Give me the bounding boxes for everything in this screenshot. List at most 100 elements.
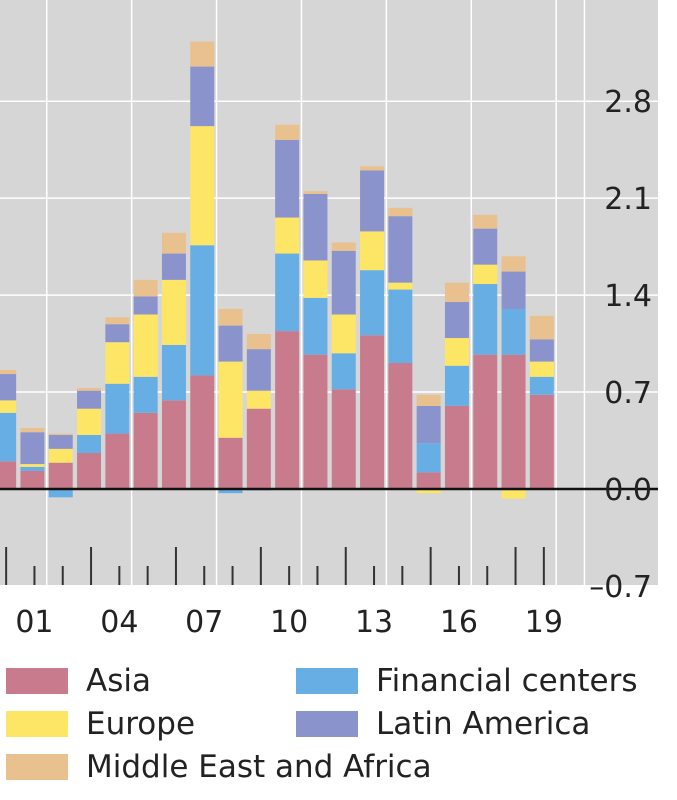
bar-segment-financial-centers-2017: [473, 284, 498, 355]
bar-segment-middle-east-and-africa-2005: [133, 279, 158, 297]
bar-segment-financial-centers-2013: [360, 270, 385, 336]
x-axis-ticks: [5, 547, 545, 585]
bar-segment-asia-2004: [105, 433, 130, 489]
bar-segment-middle-east-and-africa-2011: [303, 191, 328, 194]
bar-segment-latin-america-2017: [473, 228, 498, 265]
legend-swatch-asia: [6, 668, 68, 694]
bar-segment-middle-east-and-africa-2018: [501, 256, 526, 272]
bar-segment-europe-2002: [48, 448, 73, 463]
bar-segment-financial-centers-2019: [529, 376, 554, 395]
bar-segment-middle-east-and-africa-2001: [20, 428, 45, 433]
bar-segment-europe-2017: [473, 264, 498, 285]
bar-segment-middle-east-and-africa-2015: [416, 394, 441, 406]
x-tick-label: 19: [525, 605, 563, 640]
bar-segment-middle-east-and-africa-2007: [190, 41, 215, 67]
bar-segment-middle-east-and-africa-2016: [444, 282, 469, 303]
bar-segment-financial-centers-2015: [416, 443, 441, 473]
legend-swatch-europe: [6, 711, 68, 737]
legend-label-latin-america: Latin America: [376, 706, 591, 742]
bar-segment-financial-centers-2010: [275, 253, 300, 332]
bar-segment-europe-2000: [0, 400, 17, 413]
bar-segment-asia-2001: [20, 470, 45, 489]
x-tick-label: 10: [270, 605, 308, 640]
legend-item-latin-america: Latin America: [296, 704, 590, 744]
bar-segment-asia-2007: [190, 375, 215, 489]
bar-segment-asia-2015: [416, 472, 441, 489]
x-axis-labels: 01 04 07 10 13 16 19: [15, 605, 563, 640]
bar-segment-middle-east-and-africa-2014: [388, 207, 413, 217]
x-tick-label: 16: [440, 605, 478, 640]
bar-segment-europe-2001: [20, 464, 45, 467]
legend-swatch-middle-east-and-africa: [6, 754, 68, 780]
bar-segment-asia-2017: [473, 354, 498, 489]
bar-segment-europe-2007: [190, 126, 215, 246]
bar-segment-europe-2016: [444, 338, 469, 366]
x-tick-label: 04: [100, 605, 138, 640]
bar-segment-europe-2010: [275, 217, 300, 254]
bar-segment-europe-2006: [161, 279, 186, 345]
x-tick-label: 01: [15, 605, 53, 640]
bar-segment-asia-2018: [501, 354, 526, 489]
bar-segment-middle-east-and-africa-2019: [529, 315, 554, 340]
legend-label-europe: Europe: [86, 706, 196, 742]
bar-segment-europe-2009: [246, 390, 271, 409]
bar-segment-europe-2008: [218, 361, 243, 438]
x-tick-label: 07: [185, 605, 223, 640]
x-tick-label: 13: [355, 605, 393, 640]
y-tick-label: 1.4: [604, 279, 652, 314]
bar-segment-asia-2011: [303, 354, 328, 489]
bar-segment-asia-2019: [529, 394, 554, 489]
bar-segment-middle-east-and-africa-2008: [218, 308, 243, 326]
legend-item-middle-east-and-africa: Middle East and Africa: [6, 747, 432, 787]
bar-segment-europe-2012: [331, 314, 356, 354]
bar-segment-financial-centers-2004: [105, 383, 130, 434]
bar-segment-latin-america-2013: [360, 170, 385, 232]
legend-label-middle-east-and-africa: Middle East and Africa: [86, 749, 432, 785]
stacked-bar-chart: 2.8 2.1 1.4 0.7 0.0 –0.7 01 04 07 10 13 16 19: [0, 0, 658, 640]
bar-segment-latin-america-2016: [444, 302, 469, 339]
legend-item-financial-centers: Financial centers: [296, 661, 638, 701]
bar-segment-europe-2011: [303, 260, 328, 298]
bar-segment-europe-2014: [388, 282, 413, 290]
bar-segment-financial-centers-2002: [48, 489, 73, 498]
legend-label-asia: Asia: [86, 663, 151, 699]
bar-segment-latin-america-2014: [388, 216, 413, 283]
bar-segment-asia-2014: [388, 362, 413, 489]
bar-segment-financial-centers-2007: [190, 245, 215, 376]
bars: [0, 41, 554, 499]
bar-segment-asia-2012: [331, 389, 356, 489]
bar-segment-latin-america-2019: [529, 339, 554, 362]
bar-segment-financial-centers-2016: [444, 365, 469, 406]
bar-segment-asia-2006: [161, 400, 186, 489]
bar-segment-latin-america-2002: [48, 434, 73, 449]
bar-segment-financial-centers-2012: [331, 353, 356, 390]
plot-background: [0, 0, 658, 585]
legend-swatch-financial-centers: [296, 668, 358, 694]
bar-segment-financial-centers-2014: [388, 289, 413, 363]
bar-segment-middle-east-and-africa-2004: [105, 317, 130, 325]
bar-segment-financial-centers-2005: [133, 376, 158, 413]
bar-segment-middle-east-and-africa-2009: [246, 333, 271, 350]
bar-segment-latin-america-2009: [246, 349, 271, 391]
bar-segment-latin-america-2011: [303, 193, 328, 261]
legend-label-financial-centers: Financial centers: [376, 663, 638, 699]
bar-segment-asia-2005: [133, 412, 158, 489]
legend-item-asia: Asia: [6, 661, 151, 701]
bar-segment-latin-america-2010: [275, 139, 300, 218]
bar-segment-financial-centers-2018: [501, 308, 526, 355]
bar-segment-latin-america-2018: [501, 271, 526, 309]
bar-segment-europe-2019: [529, 361, 554, 377]
bar-segment-europe-2018: [501, 489, 526, 499]
legend-swatch-latin-america: [296, 711, 358, 737]
y-tick-label: 0.0: [604, 473, 652, 508]
y-tick-label: 2.1: [604, 182, 652, 217]
bar-segment-europe-2005: [133, 314, 158, 377]
bar-segment-middle-east-and-africa-2000: [0, 369, 17, 375]
bar-segment-asia-2013: [360, 335, 385, 489]
bar-segment-financial-centers-2006: [161, 344, 186, 401]
bar-segment-middle-east-and-africa-2013: [360, 166, 385, 171]
bar-segment-asia-2002: [48, 462, 73, 489]
bar-segment-financial-centers-2001: [20, 466, 45, 471]
bar-segment-middle-east-and-africa-2002: [48, 433, 73, 435]
bar-segment-asia-2000: [0, 461, 17, 489]
